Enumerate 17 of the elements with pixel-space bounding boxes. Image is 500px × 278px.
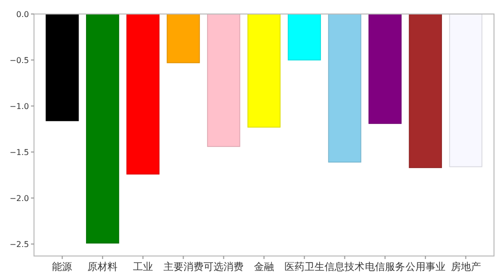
x-tick-label: 金融	[254, 261, 274, 273]
x-tick-label: 医药卫生	[284, 261, 324, 273]
y-tick-label: −1.5	[10, 148, 29, 157]
y-tick-label: −1.0	[10, 102, 29, 111]
x-tick-label: 公用事业	[405, 261, 446, 273]
y-tick-label: −0.5	[10, 56, 29, 65]
x-tick-label: 电信服务	[365, 261, 406, 273]
x-tick-label: 主要消费	[163, 261, 204, 273]
y-tick-label: 0.0	[16, 10, 29, 19]
y-tick-label: −2.5	[10, 240, 29, 249]
y-tick-label: −2.0	[10, 194, 29, 203]
x-tick-label: 可选消费	[204, 261, 244, 273]
x-tick-label: 信息技术	[324, 261, 365, 273]
x-tick-label: 能源	[52, 261, 72, 273]
x-tick-label: 工业	[132, 261, 153, 273]
x-tick-label: 原材料	[88, 261, 118, 273]
x-tick-label: 房地产	[450, 261, 481, 273]
